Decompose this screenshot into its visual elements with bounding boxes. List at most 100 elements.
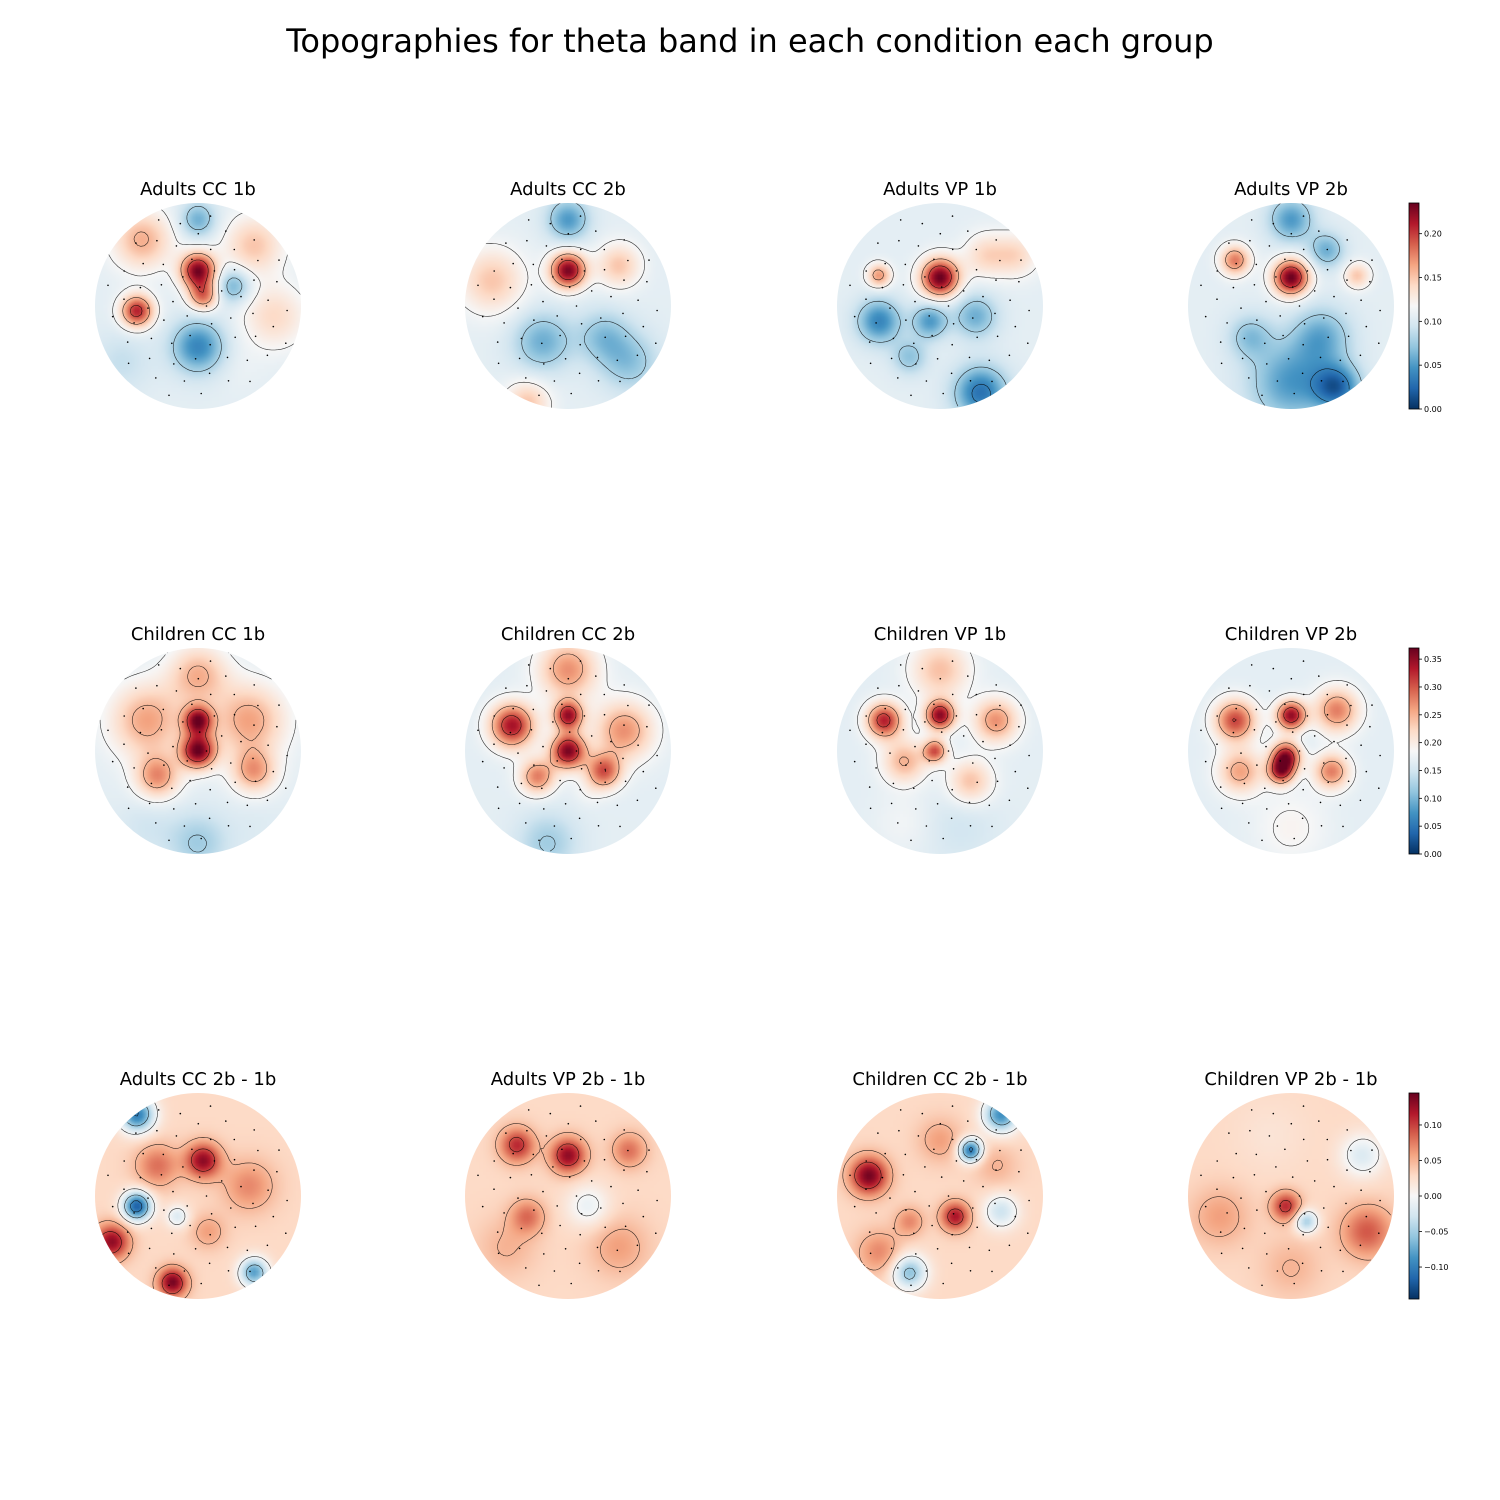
sensor-marker — [133, 322, 135, 324]
sensor-marker — [1293, 392, 1295, 395]
sensor-marker — [995, 279, 997, 281]
sensor-marker — [951, 1233, 953, 1236]
sensor-marker — [936, 358, 939, 360]
topomap-contour — [117, 1102, 272, 1288]
sensor-marker — [1235, 707, 1237, 710]
sensor-marker — [285, 1232, 287, 1234]
sensor-marker — [173, 808, 175, 810]
sensor-marker — [1342, 380, 1344, 383]
sensor-marker — [1323, 762, 1325, 764]
sensor-marker — [1008, 799, 1011, 802]
sensor-marker — [543, 1253, 545, 1255]
sensor-marker — [928, 760, 930, 762]
sensor-marker — [648, 1149, 650, 1151]
sensor-marker — [1232, 731, 1235, 734]
sensor-marker — [897, 822, 899, 824]
sensor-marker — [1371, 704, 1373, 706]
sensor-marker — [995, 239, 997, 241]
topomap-title: Children VP 2b — [1225, 624, 1357, 645]
sensor-marker — [939, 1122, 942, 1125]
sensor-marker — [150, 337, 153, 340]
topomap-field — [1188, 203, 1394, 409]
topomap-contour — [928, 265, 952, 289]
sensor-marker — [955, 270, 958, 272]
sensor-marker — [276, 1170, 278, 1173]
sensor-marker — [595, 675, 597, 677]
sensor-marker — [622, 757, 624, 760]
sensor-marker — [578, 1262, 581, 1265]
sensor-marker — [1379, 309, 1381, 312]
sensor-marker — [1265, 745, 1267, 748]
sensor-marker — [921, 667, 924, 670]
sensor-marker — [604, 336, 606, 339]
sensor-marker — [1008, 1244, 1011, 1247]
sensor-marker — [496, 1231, 499, 1233]
sensor-marker — [596, 356, 599, 359]
sensor-marker — [552, 276, 554, 278]
sensor-marker — [1287, 803, 1290, 805]
sensor-marker — [493, 1160, 496, 1162]
sensor-marker — [276, 725, 278, 728]
sensor-marker — [220, 1180, 223, 1182]
sensor-marker — [541, 1232, 543, 1235]
sensor-marker — [962, 735, 965, 737]
sensor-marker — [904, 708, 907, 711]
sensor-marker — [179, 222, 182, 225]
sensor-marker — [272, 770, 275, 773]
sensor-marker — [155, 1267, 157, 1269]
sensor-marker — [962, 290, 965, 292]
sensor-marker — [1200, 1174, 1202, 1177]
sensor-marker — [600, 762, 602, 764]
sensor-marker — [988, 804, 991, 807]
sensor-marker — [1298, 305, 1301, 307]
sensor-marker — [189, 1224, 191, 1227]
sensor-marker — [595, 1120, 597, 1122]
sensor-marker — [1028, 309, 1030, 312]
sensor-marker — [1265, 1190, 1267, 1193]
sensor-marker — [995, 1129, 997, 1131]
sensor-marker — [1284, 703, 1286, 706]
sensor-marker — [1204, 1205, 1207, 1208]
sensor-marker — [999, 259, 1001, 262]
sensor-marker — [123, 743, 125, 745]
sensor-marker — [278, 704, 280, 706]
sensor-marker — [1303, 323, 1306, 325]
sensor-marker — [994, 757, 996, 760]
topomap-contour — [98, 1137, 273, 1299]
sensor-marker — [1360, 299, 1362, 302]
sensor-marker — [968, 1246, 971, 1249]
sensor-marker — [142, 1152, 144, 1155]
sensor-marker — [913, 1232, 915, 1235]
sensor-marker — [559, 1224, 561, 1227]
sensor-marker — [527, 219, 530, 221]
topomap-contour — [101, 1148, 215, 1294]
sensor-marker — [225, 230, 227, 232]
sensor-marker — [150, 782, 153, 785]
sensor-marker — [898, 684, 900, 687]
sensor-marker — [139, 286, 142, 289]
sensor-marker — [1306, 270, 1309, 272]
sensor-marker — [1265, 300, 1267, 303]
sensor-marker — [150, 1227, 153, 1230]
sensor-marker — [656, 309, 658, 312]
sensor-marker — [976, 1226, 978, 1229]
colorbar-tick-label: −0.05 — [1424, 1228, 1449, 1237]
sensor-marker — [233, 713, 236, 716]
sensor-marker — [936, 803, 939, 805]
sensor-marker — [1276, 1270, 1279, 1272]
colorbar-gradient — [1408, 647, 1420, 855]
sensor-marker — [849, 1174, 851, 1177]
topomap-field — [465, 1093, 671, 1299]
sensor-marker — [1272, 1112, 1275, 1115]
colorbar-tick-label: −0.10 — [1424, 1263, 1449, 1272]
sensor-marker — [579, 693, 582, 696]
sensor-marker — [570, 837, 572, 840]
sensor-marker — [975, 713, 978, 716]
sensor-marker — [624, 780, 627, 783]
sensor-marker — [561, 1148, 563, 1151]
topomap-title: Adults CC 2b - 1b — [120, 1069, 277, 1090]
sensor-marker — [1279, 760, 1281, 762]
sensor-marker — [1020, 1149, 1022, 1151]
sensor-marker — [889, 307, 891, 309]
